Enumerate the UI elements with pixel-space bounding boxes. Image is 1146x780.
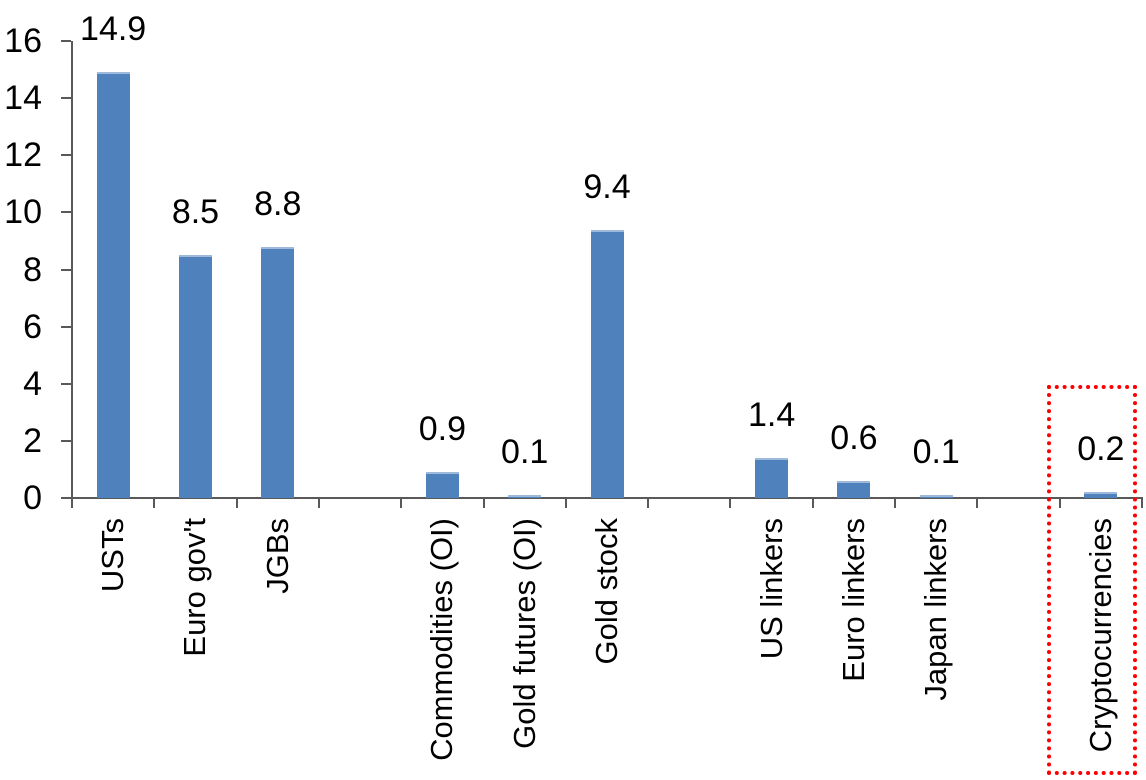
data-label: 1.4 <box>747 396 796 434</box>
y-axis-tick-label: 4 <box>23 364 42 403</box>
bar-jgbs <box>261 246 295 498</box>
data-label: 14.9 <box>80 10 147 49</box>
highlight-box <box>1047 385 1137 775</box>
y-axis-tick <box>61 325 71 328</box>
data-label: 0.9 <box>418 410 466 449</box>
bar-commodities-oi- <box>425 472 459 498</box>
x-axis-tick <box>811 498 814 508</box>
y-axis-tick-label: 6 <box>23 307 42 346</box>
bar-gold-futures-oi- <box>508 495 542 498</box>
bar-cryptocurrencies <box>1084 492 1118 498</box>
x-axis-tick <box>400 498 403 508</box>
y-axis-tick <box>61 97 71 100</box>
bar-euro-gov-t <box>178 255 212 498</box>
y-axis-tick <box>61 40 71 42</box>
x-axis-label: Japan linkers <box>918 518 954 701</box>
y-axis-tick <box>61 439 71 442</box>
data-label: 0.1 <box>501 433 549 472</box>
x-axis-line <box>71 497 1143 499</box>
x-axis-label: Commodities (OI) <box>424 518 460 761</box>
y-axis-tick-label: 12 <box>4 136 42 175</box>
bar-us-linkers <box>755 458 789 498</box>
x-axis-tick <box>317 498 320 508</box>
x-axis-tick <box>235 498 238 508</box>
y-axis-tick <box>61 497 71 499</box>
x-axis-tick <box>153 498 156 508</box>
y-axis-tick-label: 14 <box>4 79 42 118</box>
x-axis-label: Gold futures (OI) <box>506 518 542 749</box>
x-axis-label: Euro gov't <box>177 518 213 657</box>
data-label: 0.6 <box>830 418 878 457</box>
data-label: 9.4 <box>583 167 631 206</box>
data-label: 8.8 <box>254 184 302 223</box>
bar-euro-linkers <box>837 480 871 498</box>
x-axis-label: JGBs <box>259 518 295 594</box>
x-axis-tick <box>729 498 732 508</box>
x-axis-label: Euro linkers <box>835 518 871 682</box>
x-axis-tick <box>482 498 485 508</box>
y-axis-tick <box>61 268 71 271</box>
y-axis-tick <box>61 382 71 385</box>
y-axis-tick-label: 8 <box>23 250 42 289</box>
x-axis-label: Gold stock <box>589 518 624 665</box>
x-axis-label: USTs <box>95 518 131 593</box>
x-axis-tick <box>1058 498 1061 508</box>
y-axis-tick-label: 2 <box>23 421 42 460</box>
y-axis-tick <box>61 211 71 214</box>
data-label: 0.2 <box>1077 430 1125 469</box>
y-axis-tick <box>61 154 71 157</box>
data-label: 8.5 <box>171 193 220 232</box>
y-axis-tick-label: 16 <box>4 22 42 60</box>
x-axis-tick <box>564 498 567 508</box>
bar-usts <box>96 72 130 498</box>
data-label: 0.1 <box>912 433 960 472</box>
y-axis-tick-label: 10 <box>4 193 42 232</box>
x-axis-tick <box>71 498 73 508</box>
y-axis-line <box>71 41 73 500</box>
x-axis-tick <box>894 498 897 508</box>
bar-gold-stock <box>590 229 624 498</box>
x-axis-tick <box>647 498 650 508</box>
bar-japan-linkers <box>919 495 953 498</box>
y-axis-tick-label: 0 <box>23 479 42 517</box>
x-axis-label: US linkers <box>753 518 789 660</box>
x-axis-tick <box>1141 498 1143 508</box>
x-axis-tick <box>976 498 979 508</box>
